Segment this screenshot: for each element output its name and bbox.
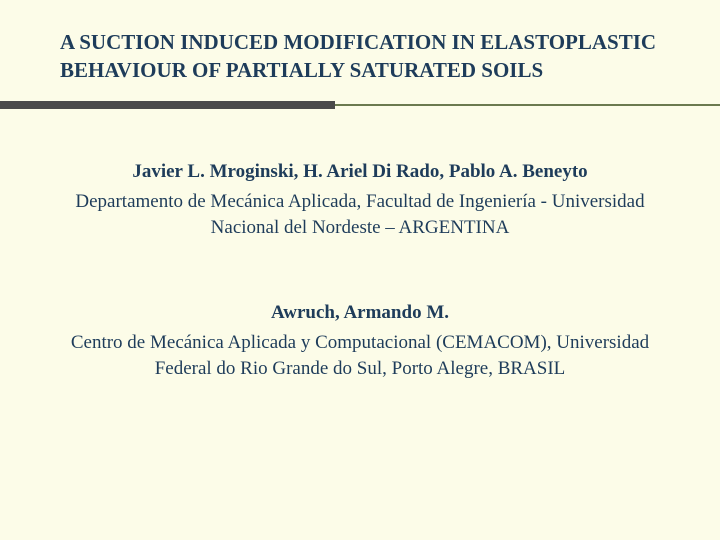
affiliation-group-1: Departamento de Mecánica Aplicada, Facul… xyxy=(70,189,650,242)
divider xyxy=(0,101,720,111)
body-area: Javier L. Mroginski, H. Ariel Di Rado, P… xyxy=(0,111,720,383)
divider-thick xyxy=(0,101,335,109)
title-area: A SUCTION INDUCED MODIFICATION IN ELASTO… xyxy=(0,0,720,101)
authors-group-2: Awruch, Armando M. xyxy=(70,302,650,324)
slide: A SUCTION INDUCED MODIFICATION IN ELASTO… xyxy=(0,0,720,540)
affiliation-group-2: Centro de Mecánica Aplicada y Computacio… xyxy=(70,330,650,383)
slide-title: A SUCTION INDUCED MODIFICATION IN ELASTO… xyxy=(60,28,660,85)
authors-group-1: Javier L. Mroginski, H. Ariel Di Rado, P… xyxy=(70,161,650,183)
